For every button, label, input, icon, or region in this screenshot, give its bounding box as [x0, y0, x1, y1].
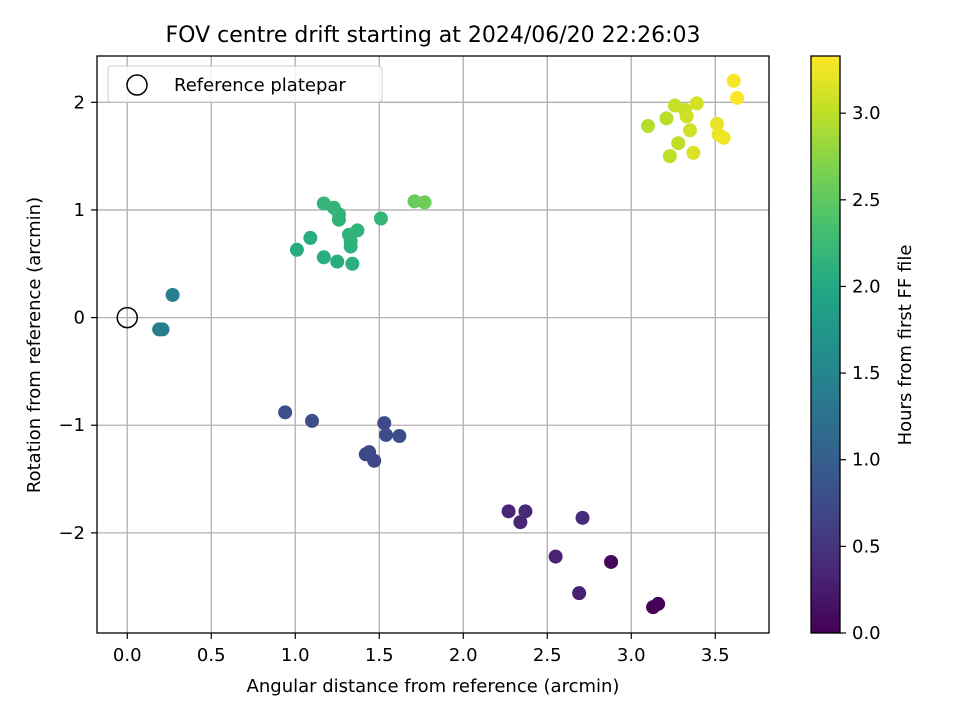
data-point	[518, 504, 533, 519]
data-point	[345, 256, 360, 271]
colorbar-tick-label: 1.5	[852, 363, 881, 384]
y-tick-label: 2	[74, 92, 85, 113]
data-point	[362, 445, 377, 460]
data-point	[572, 586, 587, 601]
data-point	[501, 504, 516, 519]
legend-reference-marker	[126, 74, 148, 96]
data-point	[392, 429, 407, 444]
data-point	[377, 416, 392, 431]
data-point	[709, 116, 724, 131]
data-point	[716, 130, 731, 145]
data-point	[373, 211, 388, 226]
data-point	[686, 145, 701, 160]
data-point	[726, 73, 741, 88]
colorbar-tick-label: 2.5	[852, 190, 881, 211]
x-tick-label: 3.0	[617, 645, 646, 666]
x-tick-label: 1.5	[365, 645, 394, 666]
data-point	[604, 554, 619, 569]
data-point	[651, 596, 666, 611]
data-point	[278, 405, 293, 420]
data-point	[575, 510, 590, 525]
colorbar-tick-label: 3.0	[852, 103, 881, 124]
colorbar-tick-label: 1.0	[852, 450, 881, 471]
data-point	[548, 549, 563, 564]
data-point	[407, 194, 422, 209]
x-tick-label: 2.0	[449, 645, 478, 666]
x-axis-ticks: 0.0 0.5 1.0 1.5 2.0 2.5 3.0 3.5	[113, 633, 730, 666]
y-tick-label: −1	[58, 415, 85, 436]
data-point	[683, 123, 698, 138]
reference-marker-layer	[116, 306, 138, 329]
x-axis-label: Angular distance from reference (arcmin)	[247, 676, 620, 697]
x-tick-label: 0.0	[113, 645, 142, 666]
legend-entry-reference: Reference platepar	[174, 75, 346, 96]
chart-title: FOV centre drift starting at 2024/06/20 …	[166, 23, 701, 48]
colorbar-label: Hours from first FF file	[895, 245, 916, 446]
colorbar-tick-label: 0.5	[852, 536, 881, 557]
colorbar: 0.0 0.5 1.0 1.5 2.0 2.5 3.0 Hours from first F…	[810, 55, 916, 644]
colorbar-ticks: 0.0 0.5 1.0 1.5 2.0 2.5 3.0	[840, 103, 881, 644]
data-points	[152, 73, 745, 615]
x-tick-label: 2.5	[533, 645, 562, 666]
data-point	[316, 250, 331, 265]
reference-platepar-marker	[116, 306, 138, 329]
data-point	[641, 118, 656, 133]
y-tick-label: 0	[74, 308, 85, 329]
y-tick-label: −2	[58, 523, 85, 544]
data-point	[679, 109, 694, 124]
data-point	[350, 223, 365, 238]
data-point	[689, 96, 704, 111]
plot-area-frame	[96, 55, 770, 634]
x-tick-label: 3.5	[701, 645, 730, 666]
data-point	[303, 230, 318, 245]
y-axis-ticks: −2 −1 0 1 2	[58, 92, 97, 544]
data-point	[305, 413, 320, 428]
x-tick-label: 1.0	[281, 645, 310, 666]
data-point	[671, 136, 686, 151]
x-tick-label: 0.5	[197, 645, 226, 666]
legend: Reference platepar	[107, 65, 383, 103]
data-point	[417, 195, 432, 210]
colorbar-tick-label: 2.0	[852, 276, 881, 297]
grid-lines	[97, 56, 769, 633]
y-axis-label: Rotation from reference (arcmin)	[24, 197, 45, 493]
data-point	[289, 242, 304, 257]
colorbar-gradient	[810, 55, 841, 634]
data-point	[513, 515, 528, 530]
data-point	[378, 427, 393, 442]
data-point	[165, 287, 180, 302]
data-point	[659, 111, 674, 126]
data-point	[316, 196, 331, 211]
data-point	[330, 254, 345, 269]
colorbar-tick-label: 0.0	[852, 623, 881, 644]
y-tick-label: 1	[74, 200, 85, 221]
data-point	[662, 149, 677, 164]
data-point	[155, 322, 170, 337]
legend-box	[107, 65, 383, 103]
data-point	[730, 90, 745, 105]
